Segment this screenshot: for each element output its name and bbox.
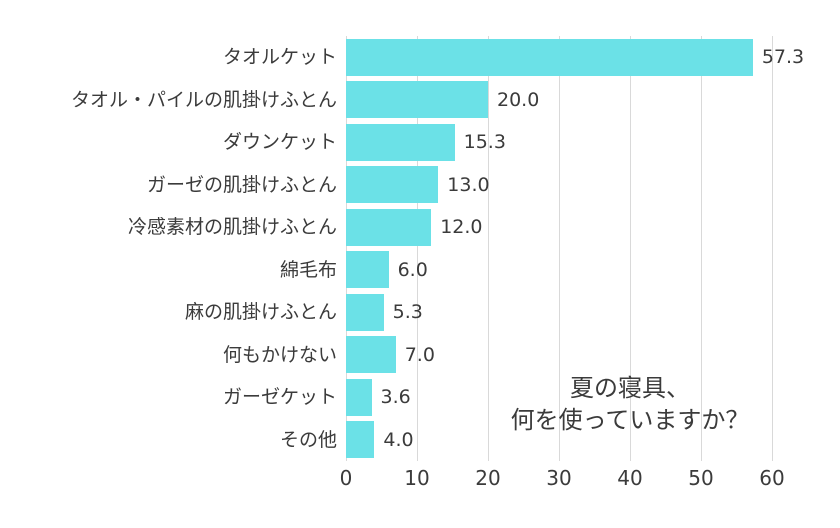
category-label: 麻の肌掛けふとん	[184, 301, 337, 323]
chart-annotation: 夏の寝具、 何を使っていますか？	[455, 372, 805, 436]
x-tick-label: 50	[688, 466, 714, 490]
bar	[346, 251, 389, 289]
gridline	[772, 36, 773, 461]
value-label: 6.0	[397, 258, 428, 281]
x-tick-label: 0	[339, 466, 353, 490]
value-label: 13.0	[447, 173, 490, 196]
category-label: ダウンケット	[222, 131, 337, 153]
category-label: 何もかけない	[222, 343, 337, 366]
bar	[346, 378, 372, 416]
chart-annotation-line1: 夏の寝具、	[570, 374, 690, 402]
gridline	[701, 36, 702, 461]
bar	[346, 421, 375, 459]
bar	[346, 81, 488, 119]
gridline	[346, 36, 347, 461]
gridline	[630, 36, 631, 461]
x-tick-label: 10	[404, 466, 430, 490]
category-label: ガーゼケット	[222, 386, 337, 408]
bar	[346, 208, 432, 246]
value-label: 4.0	[383, 428, 414, 451]
bar	[346, 336, 396, 374]
value-label: 12.0	[440, 216, 483, 238]
value-label: 57.3	[761, 46, 805, 68]
category-label: 冷感素材の肌掛けふとん	[127, 216, 337, 238]
value-label: 7.0	[404, 343, 435, 366]
value-label: 3.6	[380, 386, 411, 408]
value-label: 20.0	[497, 88, 540, 111]
category-label: タオルケット	[222, 46, 337, 68]
bar	[346, 123, 455, 161]
bar	[346, 166, 439, 204]
category-label: ガーゼの肌掛けふとん	[146, 173, 337, 196]
chart-annotation-line2: 何を使っていますか？	[510, 406, 750, 434]
category-label: 綿毛布	[279, 258, 337, 281]
x-tick-label: 20	[475, 466, 501, 490]
category-label: タオル・パイルの肌掛けふとん	[70, 88, 337, 111]
bar	[346, 38, 753, 76]
category-label: その他	[279, 428, 337, 451]
bar	[346, 293, 384, 331]
x-tick-label: 40	[617, 466, 643, 490]
value-label: 15.3	[463, 131, 506, 153]
value-label: 5.3	[392, 301, 423, 323]
x-tick-label: 30	[546, 466, 572, 490]
gridline	[417, 36, 418, 461]
gridline	[488, 36, 489, 461]
gridline	[559, 36, 560, 461]
x-tick-label: 60	[759, 466, 785, 490]
